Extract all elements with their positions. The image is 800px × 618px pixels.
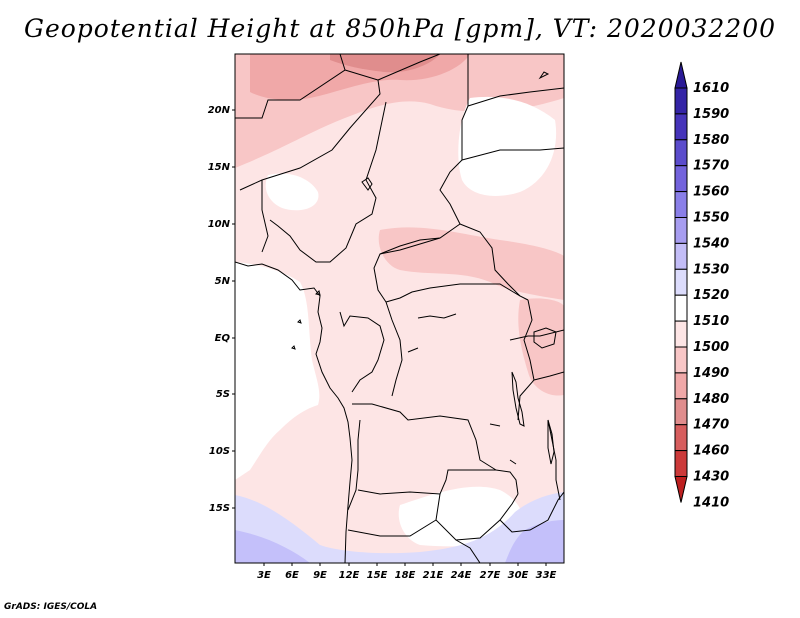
colorbar: 1610 1590 1580 1570 1560 1550 1540 1530 1520 1510… (674, 61, 729, 510)
colorbar-label: 1480 (693, 392, 729, 407)
lon-tick-label: 9E (313, 570, 327, 581)
colorbar-swatch (674, 87, 688, 115)
colorbar-label: 1490 (693, 366, 729, 381)
colorbar-swatch (674, 398, 688, 426)
colorbar-swatch (674, 268, 688, 296)
border-line (352, 403, 497, 471)
latitude-axis: 20N 15N 10N 5N EQ 5S 10S 15S (208, 105, 235, 514)
border-line (379, 237, 441, 255)
river-congo (407, 313, 517, 465)
lon-tick-label: 3E (257, 570, 271, 581)
colorbar-label: 1590 (693, 107, 729, 122)
border-line (461, 147, 564, 161)
lon-tick-label: 6E (285, 570, 299, 581)
colorbar-bottom-arrow (674, 476, 688, 503)
colorbar-label: 1520 (693, 288, 729, 303)
lake-victoria (533, 327, 557, 349)
lat-tick-label: EQ (215, 333, 231, 344)
colorbar-swatch (674, 191, 688, 219)
colorbar-label: 1570 (693, 159, 729, 174)
colorbar-label: 1580 (693, 133, 729, 148)
lat-tick-label: 5N (215, 276, 231, 287)
border-line (517, 299, 535, 421)
colorbar-swatch (674, 242, 688, 270)
lon-tick-label: 27E (480, 570, 501, 581)
lat-tick-label: 5S (216, 389, 230, 400)
colorbar-swatch (674, 450, 688, 478)
field-west-patch (265, 173, 319, 211)
lon-tick-label: 24E (451, 570, 472, 581)
colorbar-label: 1550 (693, 211, 729, 226)
lake-tanganyika (511, 371, 525, 427)
border-line (347, 519, 437, 537)
colorbar-label: 1510 (693, 314, 729, 329)
chart-title: Geopotential Height at 850hPa [gpm], VT:… (23, 14, 777, 43)
border-line (547, 419, 561, 501)
colorbar-swatch (674, 346, 688, 374)
colorbar-label: 1410 (693, 495, 729, 510)
field-east-band (378, 227, 564, 300)
height-field (235, 54, 564, 563)
colorbar-swatch (674, 113, 688, 141)
colorbar-swatch (674, 372, 688, 400)
map-frame (234, 53, 565, 564)
lon-tick-label: 33E (536, 570, 557, 581)
lat-tick-label: 20N (208, 105, 231, 116)
boundaries (235, 54, 564, 563)
colorbar-swatch (674, 294, 688, 322)
colorbar-label: 1430 (693, 470, 729, 485)
border-line (347, 419, 361, 511)
border-line (357, 469, 519, 495)
border-line (499, 491, 564, 533)
border-line (339, 311, 385, 393)
colorbar-swatch (674, 139, 688, 167)
field-south-core (235, 520, 564, 563)
border-line (261, 180, 269, 253)
colorbar-swatch (674, 165, 688, 193)
field-peak (330, 54, 440, 73)
lake-dot (538, 71, 550, 80)
colorbar-label: 1540 (693, 236, 729, 251)
credit-label: GrADS: IGES/COLA (4, 602, 98, 612)
colorbar-label: 1530 (693, 262, 729, 277)
lat-tick-label: 10S (209, 446, 230, 457)
border-line (385, 301, 403, 397)
field-atlantic (235, 262, 320, 480)
colorbar-label: 1610 (693, 81, 729, 96)
lon-tick-label: 18E (395, 570, 416, 581)
lake-malawi (547, 419, 555, 465)
lon-tick-label: 15E (367, 570, 388, 581)
lon-tick-label: 30E (508, 570, 529, 581)
border-line (385, 283, 521, 303)
lat-tick-label: 15N (208, 162, 231, 173)
border-line (269, 101, 387, 263)
colorbar-swatch (674, 320, 688, 348)
colorbar-label: 1560 (693, 185, 729, 200)
island (291, 345, 296, 350)
lat-tick-label: 10N (208, 219, 231, 230)
border-line (239, 69, 381, 191)
colorbar-top-arrow (674, 61, 688, 89)
island (315, 290, 321, 296)
field-north-east-pocket (458, 96, 557, 196)
border-line (533, 371, 564, 381)
lon-tick-label: 12E (339, 570, 360, 581)
border-line (235, 54, 346, 119)
border-line (377, 54, 441, 81)
lon-tick-label: 21E (423, 570, 444, 581)
colorbar-swatch (674, 217, 688, 244)
border-line (455, 539, 481, 563)
lat-tick-label: 15S (209, 503, 230, 514)
border-line (467, 87, 564, 107)
colorbar-label: 1500 (693, 340, 729, 355)
colorbar-label: 1470 (693, 418, 729, 433)
colorbar-swatch (674, 424, 688, 452)
field-south-band (235, 492, 564, 563)
island (297, 319, 302, 324)
colorbar-label: 1460 (693, 444, 729, 459)
lake-chad (361, 177, 373, 191)
longitude-axis: 3E 6E 9E 12E 15E 18E 21E 24E 27E 30E 33E (257, 563, 557, 581)
coastline (235, 261, 353, 563)
